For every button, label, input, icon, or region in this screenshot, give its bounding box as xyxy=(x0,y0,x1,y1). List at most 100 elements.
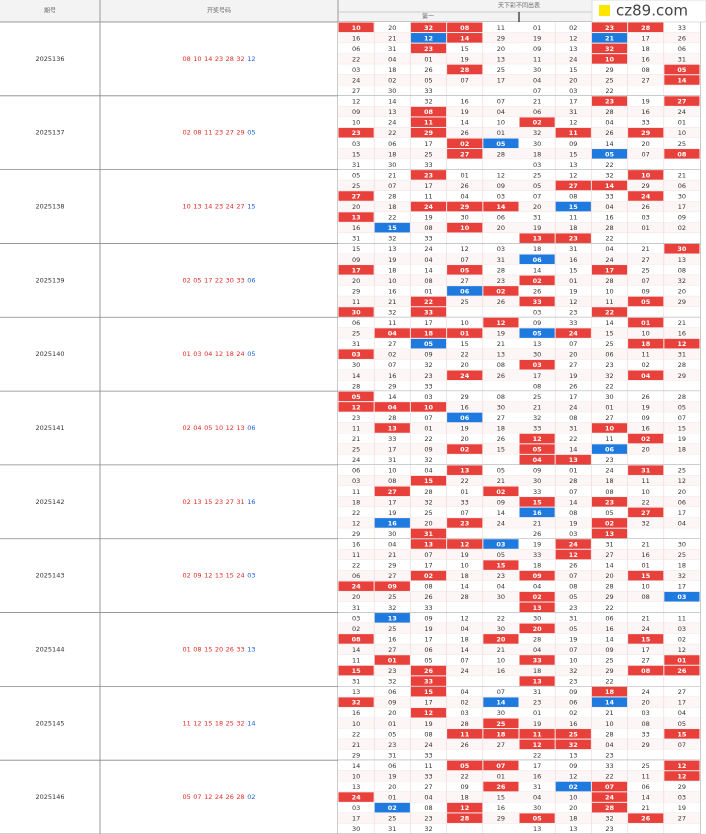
cell-number: 17 xyxy=(678,203,686,211)
highlight-cell xyxy=(591,518,628,528)
cell-number: 26 xyxy=(642,393,650,401)
cell-number: 09 xyxy=(424,351,432,359)
cell-number: 21 xyxy=(388,171,396,179)
cell-number: 22 xyxy=(605,87,613,95)
cell-number: 33 xyxy=(424,309,433,317)
cell-number: 28 xyxy=(569,477,577,485)
cell-number: 05 xyxy=(641,298,651,306)
row-bg xyxy=(338,454,700,465)
cell-number: 27 xyxy=(605,414,613,422)
row-bg xyxy=(338,359,700,370)
cell-number: 04 xyxy=(605,203,613,211)
row-bg xyxy=(338,707,700,718)
draw-number: 24 xyxy=(236,350,244,358)
cell-number: 32 xyxy=(533,414,541,422)
cell-number: 10 xyxy=(569,657,577,665)
cell-number: 03 xyxy=(533,309,541,317)
cell-number: 08 xyxy=(677,150,687,158)
cell-number: 12 xyxy=(352,519,360,527)
cell-number: 11 xyxy=(533,730,543,738)
cell-number: 23 xyxy=(533,699,541,707)
cell-number: 19 xyxy=(388,256,396,264)
cell-number: 13 xyxy=(533,825,541,833)
highlight-cell xyxy=(374,655,410,665)
cell-number: 20 xyxy=(388,24,396,32)
highlight-cell xyxy=(447,22,483,33)
cell-number: 28 xyxy=(605,277,613,285)
highlight-cell xyxy=(410,170,447,180)
draw-number: 02 xyxy=(247,793,255,801)
cell-number: 07 xyxy=(461,256,469,264)
cell-number: 33 xyxy=(533,425,541,433)
cell-number: 12 xyxy=(461,614,469,622)
highlight-cell xyxy=(555,233,591,243)
row-bg xyxy=(338,306,700,318)
row-bg xyxy=(338,180,700,191)
cell-number: 09 xyxy=(388,583,398,591)
period-block: 05 14 03 29 08 25 17 30 26 28 12 04 10 16 30 21 24 01 19 05… xyxy=(0,391,700,466)
cell-number: 31 xyxy=(352,678,360,686)
draw-numbers: 01 08 15 20 26 33 13 xyxy=(183,645,256,653)
cell-number: 31 xyxy=(678,55,686,63)
highlight-cell xyxy=(664,729,700,739)
cell-number: 32 xyxy=(424,361,432,369)
cell-number: 10 xyxy=(460,224,470,232)
cell-number: 29 xyxy=(461,393,469,401)
cell-number: 26 xyxy=(497,435,505,443)
cell-number: 13 xyxy=(533,340,541,348)
draw-number: 11 xyxy=(204,129,212,137)
cell-number: 27 xyxy=(642,77,650,85)
cell-number: 31 xyxy=(605,541,613,549)
draw-number: 33 xyxy=(236,276,244,284)
cell-number: 33 xyxy=(424,235,432,243)
cell-number: 32 xyxy=(424,825,432,833)
draw-number: 05 xyxy=(204,424,212,432)
highlight-cell xyxy=(555,328,591,338)
row-bg xyxy=(338,739,700,750)
cell-number: 31 xyxy=(569,425,577,433)
cell-number: 25 xyxy=(605,77,613,85)
cell-number: 01 xyxy=(388,657,398,665)
highlight-cell xyxy=(338,792,374,802)
highlight-cell xyxy=(519,623,555,634)
cell-number: 05 xyxy=(533,446,543,454)
highlight-cell xyxy=(591,792,628,802)
cell-number: 22 xyxy=(605,309,614,317)
cell-number: 30 xyxy=(497,403,505,411)
row-bg xyxy=(338,728,700,740)
cell-number: 32 xyxy=(388,604,396,612)
cell-number: 09 xyxy=(642,287,650,295)
cell-number: 29 xyxy=(388,562,396,570)
cell-number: 16 xyxy=(533,773,541,781)
row-bg xyxy=(338,749,700,761)
cell-number: 19 xyxy=(569,635,577,643)
cell-number: 08 xyxy=(533,382,541,390)
draw-number: 12 xyxy=(204,793,212,801)
cell-number: 01 xyxy=(497,773,505,781)
cell-number: 21 xyxy=(605,709,613,717)
cell-number: 07 xyxy=(497,98,505,106)
cell-number: 09 xyxy=(424,446,432,454)
draw-numbers: 11 12 15 18 25 32 14 xyxy=(183,719,256,727)
cell-number: 06 xyxy=(605,614,613,622)
highlight-cell xyxy=(483,201,519,212)
cell-number: 07 xyxy=(642,277,650,285)
highlight-cell xyxy=(591,423,628,433)
cell-number: 13 xyxy=(352,688,360,696)
highlight-cell xyxy=(374,518,410,528)
cell-number: 12 xyxy=(677,340,686,348)
draw-numbers: 10 13 14 23 24 27 15 xyxy=(183,203,256,211)
cell-number: 10 xyxy=(461,562,469,570)
cell-number: 17 xyxy=(424,319,432,327)
row-bg xyxy=(338,580,700,592)
row-bg xyxy=(338,138,700,149)
cell-number: 05 xyxy=(460,762,470,770)
cell-number: 03 xyxy=(352,351,361,359)
cell-number: 02 xyxy=(642,361,650,369)
highlight-cell xyxy=(338,212,374,222)
cell-number: 27 xyxy=(388,488,397,496)
cell-number: 04 xyxy=(424,467,432,475)
highlight-cell xyxy=(519,296,555,307)
cell-number: 31 xyxy=(533,688,541,696)
cell-number: 14 xyxy=(461,583,469,591)
